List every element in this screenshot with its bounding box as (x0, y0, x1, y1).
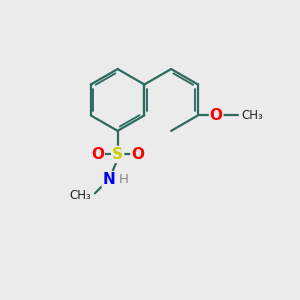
Text: N: N (102, 172, 115, 187)
Text: S: S (112, 147, 123, 162)
Text: O: O (131, 147, 144, 162)
Text: H: H (119, 173, 129, 186)
Text: CH₃: CH₃ (241, 109, 263, 122)
Text: O: O (91, 147, 104, 162)
Text: O: O (210, 108, 223, 123)
Text: CH₃: CH₃ (69, 189, 91, 202)
